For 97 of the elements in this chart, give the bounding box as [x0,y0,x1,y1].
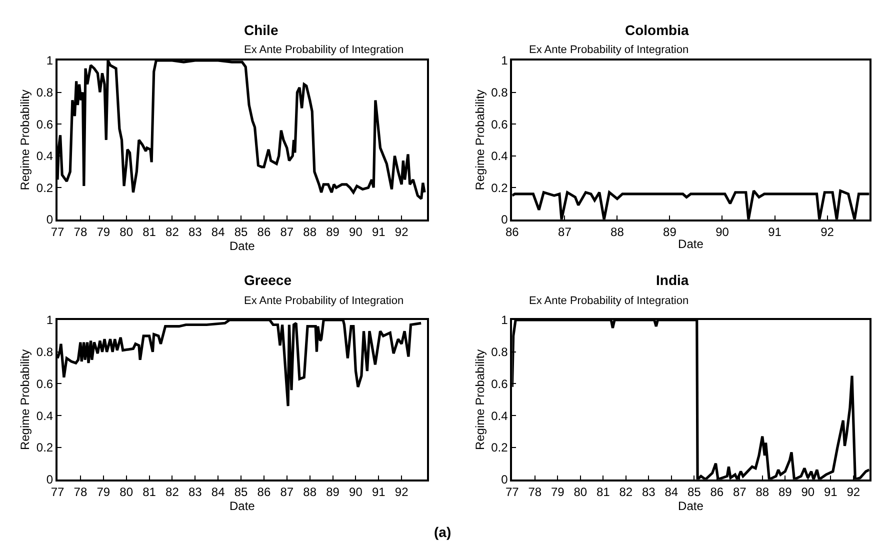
chart-title: Chile [244,22,278,38]
x-tick-label: 79 [550,484,565,499]
y-tick-label: 0.8 [36,345,54,360]
x-tick-label: 85 [687,484,702,499]
y-axis-title: Regime Probability [472,90,487,190]
chart-subtitle: Ex Ante Probability of Integration [244,44,404,56]
x-tick-label: 87 [280,224,294,239]
x-tick-label: 84 [664,484,678,499]
x-tick-label: 83 [642,484,656,499]
y-tick-label: 0.2 [491,180,508,195]
x-tick-label: 79 [96,224,110,239]
x-tick-label: 86 [710,484,724,499]
chart-title: Greece [244,272,292,288]
y-tick-label: 0.4 [36,149,54,164]
x-tick-label: 77 [50,224,65,239]
x-tick-label: 91 [824,484,838,499]
x-tick-label: 88 [303,484,317,499]
y-tick-label: 0.2 [36,440,54,455]
y-tick-label: 0.4 [491,408,508,423]
y-tick-label: 0.4 [491,149,508,164]
y-tick-label: 0 [501,472,508,487]
x-tick-label: 88 [756,484,770,499]
y-tick-label: 0 [46,212,54,227]
x-tick-label: 78 [74,224,88,239]
x-tick-label: 90 [349,484,363,499]
y-tick-label: 0.8 [36,85,54,100]
x-tick-label: 92 [846,484,860,499]
x-tick-label: 78 [74,484,88,499]
x-tick-label: 87 [280,484,294,499]
x-tick-label: 90 [716,224,730,239]
x-tick-label: 92 [820,224,834,239]
x-tick-label: 84 [211,484,226,499]
y-tick-label: 0.4 [36,408,54,423]
text: (a) [434,524,452,540]
x-tick-label: 85 [234,224,248,239]
x-axis-title: Date [229,238,256,253]
y-tick-label: 0.6 [36,117,54,132]
x-tick-label: 82 [166,224,180,239]
x-tick-label: 80 [120,224,134,239]
x-axis-title: Date [678,498,704,513]
line-series [512,320,870,480]
y-tick-label: 1 [46,54,54,68]
x-tick-label: 81 [142,484,156,499]
x-tick-label: 77 [50,484,65,499]
x-tick-label: 90 [349,224,363,239]
x-tick-label: 84 [211,224,226,239]
x-tick-label: 88 [303,224,317,239]
chart-subtitle: Ex Ante Probability of Integration [529,44,689,56]
x-axis-title: Date [678,237,704,252]
y-tick-label: 1 [46,313,54,328]
x-tick-label: 86 [506,224,520,239]
x-tick-label: 79 [96,484,110,499]
x-tick-label: 91 [372,224,386,239]
y-axis-title: Regime Probability [472,349,487,450]
x-tick-label: 91 [372,484,386,499]
y-tick-label: 0.6 [36,376,54,391]
chart-title: Colombia [625,22,689,38]
y-tick-label: 0.8 [491,85,508,100]
x-tick-label: 83 [188,484,202,499]
x-tick-label: 87 [732,484,747,499]
chart-title: India [656,272,689,288]
x-tick-label: 85 [234,484,248,499]
y-tick-label: 0.2 [491,440,508,455]
x-tick-label: 88 [610,224,624,239]
x-tick-label: 82 [166,484,180,499]
y-tick-label: 1 [501,54,508,68]
x-tick-label: 92 [394,224,409,239]
y-axis-title: Regime Probability [18,349,32,450]
chart-subtitle: Ex Ante Probability of Integration [529,295,689,307]
y-tick-label: 1 [501,313,508,328]
x-tick-label: 82 [619,484,633,499]
x-tick-label: 81 [596,484,610,499]
x-tick-label: 86 [257,484,271,499]
x-tick-label: 86 [257,224,271,239]
x-tick-label: 77 [506,484,520,499]
x-axis-title: Date [229,498,256,513]
x-tick-label: 90 [801,484,815,499]
y-tick-label: 0.6 [491,376,508,391]
y-tick-label: 0.2 [36,180,54,195]
x-tick-label: 81 [142,224,156,239]
y-tick-label: 0.6 [491,117,508,132]
x-tick-label: 92 [394,484,409,499]
x-tick-label: 89 [663,224,677,239]
x-tick-label: 89 [326,224,340,239]
x-tick-label: 80 [120,484,134,499]
x-tick-label: 91 [768,224,782,239]
y-tick-label: 0 [501,212,508,227]
x-tick-label: 78 [528,484,542,499]
y-axis-title: Regime Probability [18,90,32,190]
x-tick-label: 89 [778,484,792,499]
chart-subtitle: Ex Ante Probability of Integration [244,295,404,307]
x-tick-label: 83 [188,224,202,239]
x-tick-label: 80 [574,484,588,499]
x-tick-label: 89 [326,484,340,499]
y-tick-label: 0.8 [491,345,508,360]
y-tick-label: 0 [46,472,54,487]
x-tick-label: 87 [558,224,572,239]
